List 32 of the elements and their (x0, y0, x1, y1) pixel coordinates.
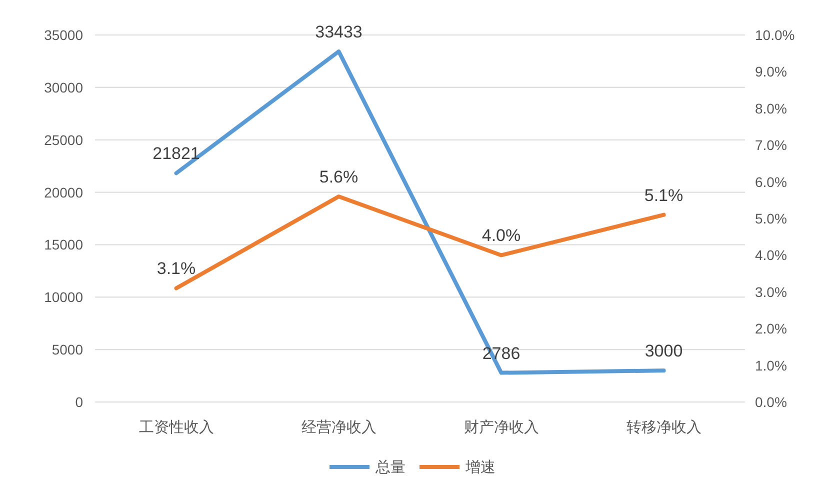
y2-tick-label: 6.0% (755, 174, 787, 190)
y2-tick-label: 9.0% (755, 64, 787, 80)
y-tick-label: 30000 (44, 79, 84, 96)
data-label: 5.6% (319, 167, 358, 186)
y2-tick-label: 5.0% (755, 210, 787, 226)
y-tick-label: 5000 (52, 342, 84, 358)
legend-label: 增速 (464, 459, 496, 476)
y-tick-label: 35000 (44, 27, 84, 43)
data-label: 4.0% (482, 226, 521, 246)
data-label: 3.1% (156, 259, 196, 278)
data-label: 5.1% (644, 186, 684, 205)
data-label: 3000 (644, 342, 683, 361)
y2-tick-label: 4.0% (755, 247, 787, 264)
y-tick-label: 20000 (44, 184, 84, 200)
y-tick-label: 15000 (44, 236, 84, 253)
data-label: 33433 (315, 22, 362, 42)
y-tick-label: 25000 (44, 132, 84, 148)
y2-tick-label: 2.0% (755, 320, 787, 337)
y2-tick-label: 7.0% (755, 137, 787, 154)
y2-tick-label: 10.0% (755, 27, 795, 43)
x-tick-label: 转移净收入 (626, 419, 702, 436)
legend-label: 总量 (374, 459, 406, 476)
y2-tick-label: 1.0% (755, 357, 787, 374)
y2-tick-label: 0.0% (755, 394, 787, 410)
y-tick-label: 10000 (44, 289, 84, 306)
x-tick-label: 工资性收入 (138, 419, 214, 436)
y2-tick-label: 3.0% (755, 284, 787, 300)
x-tick-label: 经营净收入 (301, 419, 376, 436)
y-tick-label: 0 (75, 394, 84, 410)
y2-tick-label: 8.0% (755, 100, 787, 116)
x-tick-label: 财产净收入 (464, 419, 539, 436)
data-label: 21821 (152, 144, 200, 164)
